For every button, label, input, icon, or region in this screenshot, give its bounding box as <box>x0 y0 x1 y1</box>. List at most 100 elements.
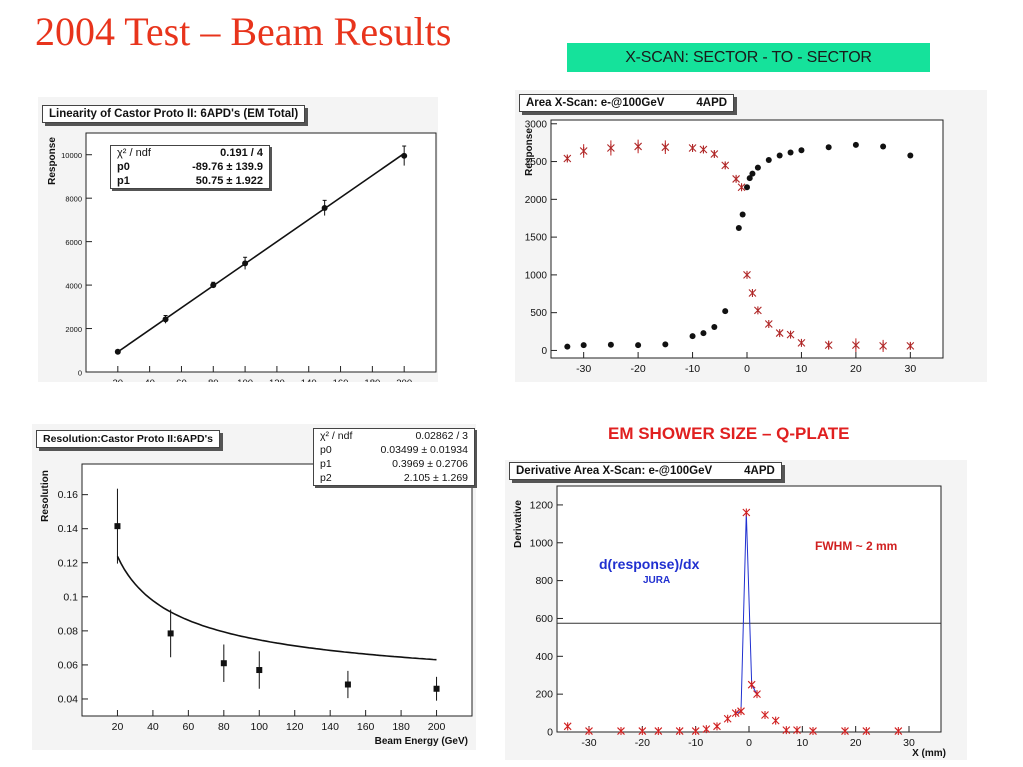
star-marker <box>654 727 663 736</box>
data-point <box>852 141 859 148</box>
derivative-panel: -30 -20 -10 0 10 20 30 0 200 400 600 800 1000 1200 Der… <box>505 460 967 760</box>
y-tick-label: 0.12 <box>58 557 79 569</box>
data-point <box>344 681 351 688</box>
x-tick-label: 140 <box>321 721 339 733</box>
y-tick-label: 1500 <box>525 233 548 244</box>
x-tick-label: 100 <box>251 721 269 733</box>
star-marker <box>688 143 697 152</box>
y-tick-label: 1000 <box>525 270 548 281</box>
x-tick-label: 60 <box>183 721 195 733</box>
star-marker <box>563 722 572 731</box>
y-tick-label: 1000 <box>530 537 554 549</box>
star-marker <box>731 709 740 718</box>
fit-value: -89.76 ± 139.9 <box>192 161 263 173</box>
data-point <box>907 152 914 159</box>
y-tick-label: 400 <box>535 651 553 663</box>
y-axis-label: Derivative <box>513 500 524 548</box>
star-marker <box>713 722 721 731</box>
x-tick-label: 20 <box>850 737 862 749</box>
star-marker <box>661 143 670 152</box>
y-tick-label: 200 <box>535 689 553 701</box>
plot-frame <box>81 463 473 717</box>
y-axis-label: Response <box>524 128 535 176</box>
star-marker <box>721 161 730 170</box>
star-marker <box>797 338 806 347</box>
data-point <box>662 341 669 348</box>
derivative-plot-title: Derivative Area X-Scan: e-@100GeV 4APD <box>509 462 782 480</box>
y-tick-label: 4000 <box>65 282 82 291</box>
xscan-chart: -30 -20 -10 0 10 20 30 0 500 1000 1500 2000 2500 3000… <box>524 119 944 375</box>
y-tick-label: 0 <box>541 346 547 357</box>
y-axis-label: Response <box>47 137 58 185</box>
star-marker <box>563 154 572 163</box>
data-point <box>880 143 887 150</box>
x-tick-label: 30 <box>903 737 915 749</box>
data-point <box>401 152 408 159</box>
y-tick-label: 500 <box>530 308 547 319</box>
fit-value: 2.105 ± 1.269 <box>403 472 468 484</box>
x-tick-label: -10 <box>685 363 700 375</box>
data-point <box>711 324 718 331</box>
data-point <box>114 348 121 355</box>
y-tick-label: 3000 <box>525 119 548 130</box>
star-marker <box>606 143 615 152</box>
star-marker <box>748 289 757 298</box>
data-point <box>746 175 753 182</box>
star-marker <box>579 146 588 155</box>
fit-label: p0 <box>117 161 130 173</box>
resolution-chart: 20 40 60 80 100 120 140 160 180 200 0.04 0.06 0.08 0.… <box>40 463 473 747</box>
shower-size-title: EM SHOWER SIZE – Q-PLATE <box>608 424 850 443</box>
derivative-formula: d(response)/dx <box>599 556 700 572</box>
xscan-banner: X-SCAN: SECTOR - TO - SECTOR <box>567 43 930 72</box>
linearity-fit-stats: χ² / ndf 0.191 / 4 p0 -89.76 ± 139.9 p1 50.… <box>110 145 270 189</box>
data-point <box>825 144 832 151</box>
fit-row-p1: p1 50.75 ± 1.922 <box>111 174 269 188</box>
y-tick-label: 0.16 <box>58 489 79 501</box>
linearity-plot-title: Linearity of Castor Proto II: 6APD's (EM… <box>42 105 306 123</box>
x-tick-label: 40 <box>144 378 155 382</box>
data-point <box>739 211 746 218</box>
star-marker <box>879 341 887 350</box>
xscan-panel: -30 -20 -10 0 10 20 30 0 500 1000 1500 2000 2500 3000… <box>515 90 987 382</box>
y-tick-label: 2500 <box>525 157 548 168</box>
data-point <box>564 343 571 350</box>
x-tick-label: 200 <box>396 378 412 382</box>
data-point <box>689 333 696 340</box>
y-tick-label: 0.1 <box>63 591 78 603</box>
fit-value: 50.75 ± 1.922 <box>195 175 263 187</box>
star-marker <box>585 727 593 736</box>
fit-value: 0.03499 ± 0.01934 <box>380 444 468 456</box>
x-tick-label: 120 <box>269 378 285 382</box>
star-marker <box>793 726 801 735</box>
x-tick-label: -10 <box>688 737 703 749</box>
fit-value: 0.02862 / 3 <box>415 430 468 442</box>
xscan-plot-title: Area X-Scan: e-@100GeV 4APD <box>519 94 735 112</box>
fit-row-p2: p2 2.105 ± 1.269 <box>314 471 474 485</box>
star-marker <box>710 150 719 158</box>
fit-value: 0.3969 ± 0.2706 <box>392 458 468 470</box>
star-marker <box>809 727 817 736</box>
x-tick-label: 160 <box>333 378 349 382</box>
x-tick-label: -20 <box>635 737 650 749</box>
fit-row-chi2: χ² / ndf 0.02862 / 3 <box>314 429 474 443</box>
y-tick-label: 1200 <box>530 499 554 511</box>
star-marker <box>691 727 700 736</box>
star-marker <box>824 341 833 350</box>
x-tick-label: -20 <box>631 363 646 375</box>
star-marker <box>753 690 761 699</box>
data-point <box>167 630 174 637</box>
fit-value: 0.191 / 4 <box>220 147 263 159</box>
data-point <box>635 342 642 349</box>
x-tick-label: 20 <box>113 378 124 382</box>
star-marker <box>617 727 625 736</box>
data-point <box>722 308 729 315</box>
fit-label: χ² / ndf <box>117 147 151 159</box>
star-marker <box>894 727 903 736</box>
x-tick-label: -30 <box>581 737 596 749</box>
y-tick-label: 0.08 <box>58 625 79 637</box>
plot-frame <box>550 119 944 359</box>
fit-row-chi2: χ² / ndf 0.191 / 4 <box>111 146 269 160</box>
x-tick-label: 30 <box>904 363 916 375</box>
resolution-fit-stats: χ² / ndf 0.02862 / 3 p0 0.03499 ± 0.01934 … <box>313 428 475 486</box>
star-marker <box>771 716 780 725</box>
